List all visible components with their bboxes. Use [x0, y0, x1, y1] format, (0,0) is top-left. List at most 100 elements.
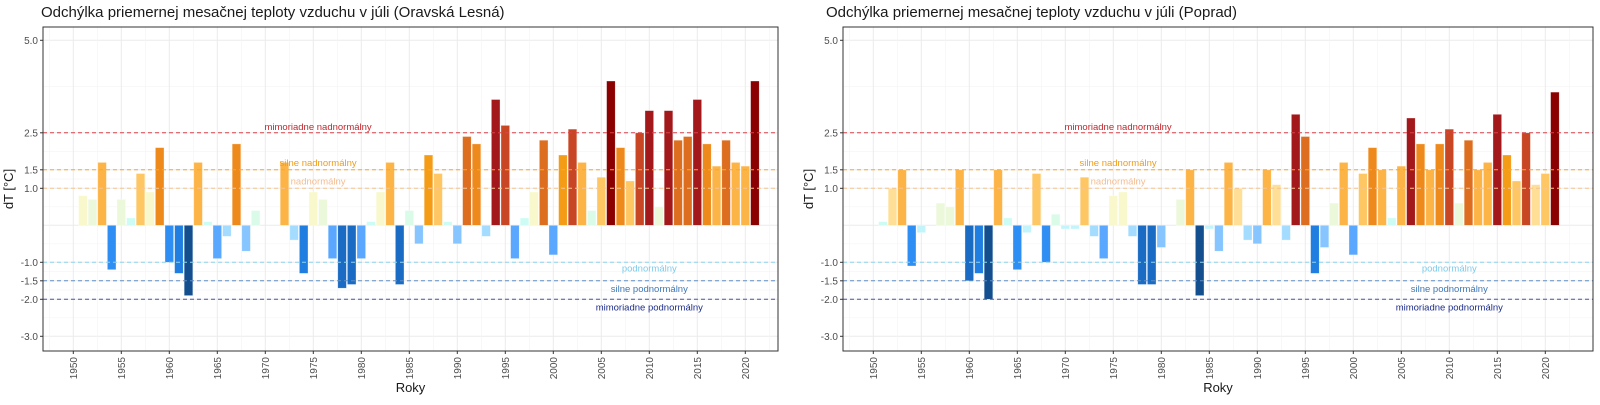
threshold-label: silne podnormálny: [1411, 284, 1488, 295]
x-tick-label: 2015: [693, 357, 704, 380]
y-tick-label: 1.0: [24, 184, 38, 195]
bar-1958: [945, 206, 955, 226]
bar-1978: [1137, 225, 1147, 285]
plot-area: [43, 27, 778, 351]
x-tick-label: 1985: [1205, 357, 1216, 380]
bar-1963: [993, 169, 1003, 226]
bar-1959: [955, 169, 965, 226]
bar-1983: [1185, 169, 1195, 226]
bars: [78, 80, 760, 296]
bar-1985: [1204, 225, 1214, 230]
x-tick-label: 2005: [597, 357, 608, 380]
x-tick-label: 1975: [1109, 357, 1120, 380]
bar-2017: [711, 165, 722, 226]
y-tick-label: 2.5: [24, 128, 38, 139]
bar-1965: [212, 225, 222, 259]
x-axis: 1950 1955 1960 1965 1970 1975 1980 1985 1990 1995…: [69, 351, 752, 395]
bar-2012: [663, 110, 674, 226]
x-tick-label: 1985: [405, 357, 416, 380]
bar-1961: [974, 225, 984, 274]
threshold-label: nadnormálny: [1091, 176, 1146, 187]
bar-2020: [740, 165, 750, 226]
bar-1989: [1243, 225, 1253, 241]
bar-2009: [1435, 143, 1445, 226]
x-tick-label: 1960: [165, 357, 176, 380]
bar-1999: [539, 139, 549, 226]
bar-1982: [375, 191, 386, 226]
bar-1953: [97, 162, 107, 226]
y-tick-label: 5.0: [24, 36, 38, 47]
bar-2014: [1483, 162, 1493, 226]
bar-2010: [644, 110, 654, 226]
threshold-label: mimoriadne nadnormálny: [1064, 122, 1171, 133]
bar-1993: [1281, 225, 1291, 241]
bar-2019: [731, 162, 741, 226]
bar-1966: [1022, 225, 1032, 234]
x-tick-label: 1960: [965, 357, 976, 380]
threshold-label: mimoriadne nadnormálny: [264, 122, 371, 133]
bar-1989: [443, 221, 453, 226]
x-tick-label: 1990: [453, 357, 464, 380]
bar-1964: [203, 221, 213, 226]
bar-2021: [750, 80, 760, 226]
bar-2020: [1540, 173, 1550, 226]
bar-2000: [1348, 225, 1358, 256]
bar-1964: [1003, 217, 1013, 226]
bar-2007: [1415, 143, 1426, 226]
bar-2003: [577, 162, 587, 226]
bar-1978: [337, 225, 347, 289]
plot-border: [42, 26, 779, 352]
chart-title: Odchýlka priemernej mesačnej teploty vzd…: [41, 4, 505, 21]
x-tick-label: 1980: [357, 357, 368, 380]
threshold-label: podnormálny: [622, 263, 677, 274]
bar-1954: [907, 225, 917, 267]
bar-1963: [193, 162, 203, 226]
x-tick-label: 2020: [1541, 357, 1552, 380]
bar-1987: [1223, 162, 1234, 226]
threshold-label: nadnormálny: [291, 176, 346, 187]
x-tick-label: 1995: [501, 357, 512, 380]
bar-1975: [1108, 195, 1118, 226]
bar-1959: [155, 147, 165, 226]
bar-1972: [279, 162, 290, 226]
bar-1995: [500, 125, 510, 226]
bar-1996: [510, 225, 520, 259]
x-tick-label: 1950: [869, 357, 880, 380]
bar-1983: [385, 162, 395, 226]
y-tick-label: -3.0: [21, 332, 39, 343]
bar-1955: [916, 225, 926, 234]
bar-2005: [1396, 165, 1406, 226]
bar-1967: [231, 143, 242, 226]
x-tick-label: 1975: [309, 357, 320, 380]
x-tick-label: 1955: [917, 357, 928, 380]
bar-1966: [222, 225, 232, 237]
chart-title: Odchýlka priemernej mesačnej teploty vzd…: [826, 4, 1237, 21]
bar-1954: [107, 225, 117, 271]
bar-2001: [1358, 173, 1368, 226]
y-tick-label: -1.5: [821, 276, 839, 287]
bar-1951: [78, 195, 88, 226]
bar-1994: [491, 99, 501, 226]
bar-2017: [1511, 180, 1522, 226]
bar-2012: [1463, 139, 1474, 226]
bar-1986: [414, 225, 424, 245]
bar-1968: [1041, 225, 1051, 263]
bar-1997: [519, 217, 530, 226]
bar-1980: [356, 225, 366, 259]
bar-1979: [1147, 225, 1157, 285]
x-tick-label: 1970: [1061, 357, 1072, 380]
bar-2018: [1521, 132, 1531, 226]
y-tick-label: 1.5: [824, 165, 838, 176]
bar-1951: [878, 221, 888, 226]
bar-2013: [1473, 169, 1483, 226]
bar-2000: [548, 225, 558, 256]
x-tick-label: 1950: [69, 357, 80, 380]
bar-1956: [126, 217, 136, 226]
x-axis-label: Roky: [396, 380, 426, 395]
bar-2006: [1406, 117, 1416, 226]
bar-1999: [1339, 162, 1349, 226]
y-tick-label: -2.0: [21, 295, 39, 306]
x-tick-label: 1995: [1301, 357, 1312, 380]
